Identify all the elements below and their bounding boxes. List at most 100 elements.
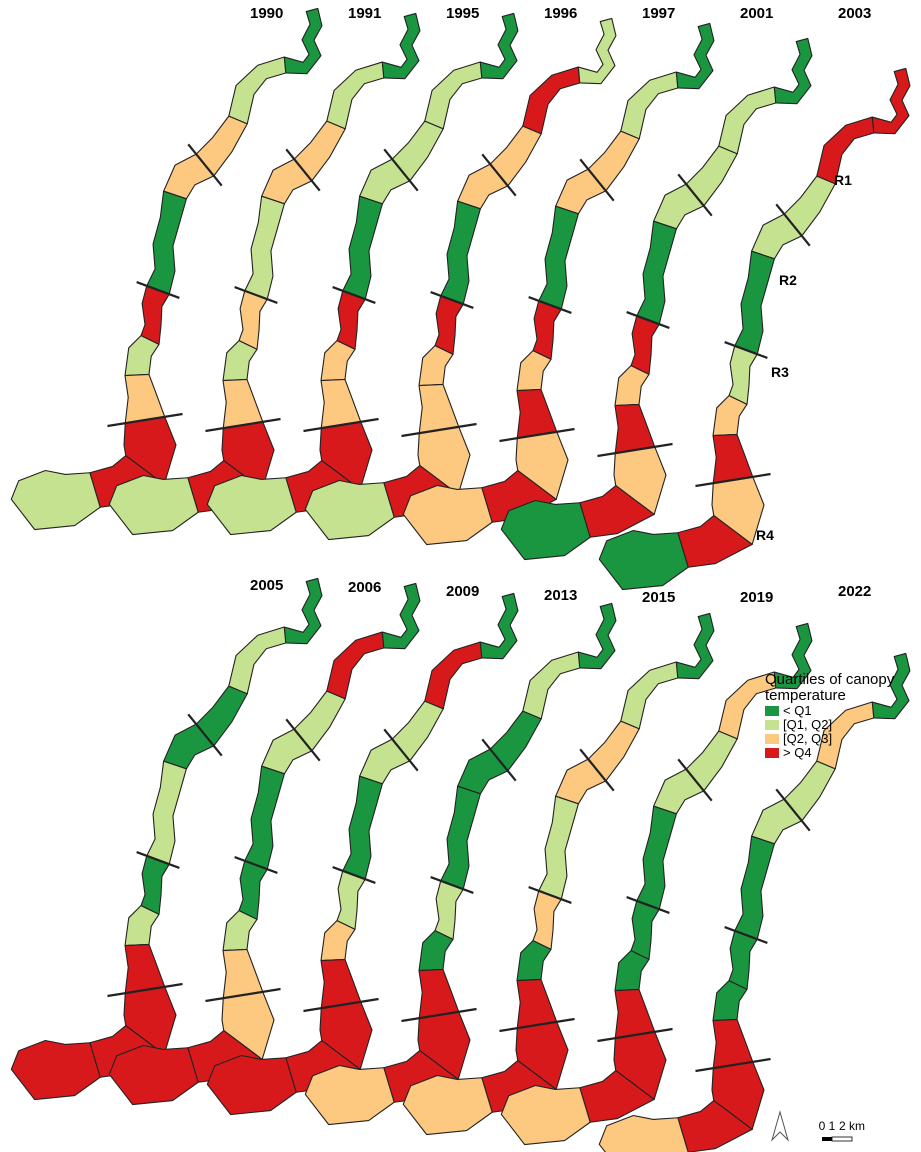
river-segment <box>283 7 323 75</box>
region-divider <box>695 1057 771 1073</box>
region-divider <box>303 997 379 1013</box>
scale-label: 0 <box>819 1119 826 1133</box>
river-segment <box>636 220 677 325</box>
river-segment <box>206 474 297 536</box>
year-label: 1991 <box>348 5 381 22</box>
river-segment <box>440 785 481 890</box>
river-segment <box>555 130 640 215</box>
legend-swatch <box>765 748 779 758</box>
river-segment <box>320 378 362 429</box>
region-divider <box>597 1027 673 1043</box>
river-segment <box>630 900 660 960</box>
scale-bar <box>831 1136 853 1142</box>
river-segment <box>653 145 738 230</box>
river-segment <box>532 300 562 360</box>
river-map <box>598 652 911 1152</box>
region-divider <box>303 417 379 433</box>
region-divider <box>187 713 223 757</box>
year-label: 1996 <box>544 5 577 22</box>
region-divider <box>528 296 572 314</box>
river-segment <box>712 433 754 484</box>
river-segment <box>163 685 248 770</box>
north-arrow <box>770 1110 790 1142</box>
legend-item: < Q1 <box>765 704 921 718</box>
river-segment <box>320 958 362 1009</box>
river-segment <box>146 760 187 865</box>
river-map <box>10 7 323 531</box>
legend-item: [Q2, Q3] <box>765 732 921 746</box>
river-segment <box>336 290 366 350</box>
region-label: R1 <box>834 172 852 188</box>
river-segment <box>434 880 464 940</box>
river-segment <box>336 870 366 930</box>
river-segment <box>712 980 748 1022</box>
region-divider <box>136 281 180 299</box>
river-segment <box>675 612 715 680</box>
river-segment <box>359 120 444 205</box>
river-map <box>500 37 813 561</box>
river-segment <box>532 890 562 950</box>
river-segment <box>636 805 677 910</box>
river-segment <box>718 86 777 155</box>
region-divider <box>332 866 376 884</box>
region-divider <box>499 427 575 443</box>
year-label: 1995 <box>446 5 479 22</box>
year-label: 2006 <box>348 579 381 596</box>
region-divider <box>481 153 517 197</box>
region-divider <box>775 203 811 247</box>
river-segment <box>734 250 775 355</box>
legend-label: < Q1 <box>783 703 812 718</box>
river-segment <box>500 1084 591 1146</box>
river-segment <box>418 930 454 972</box>
river-segment <box>326 631 385 700</box>
river-segment <box>424 641 483 710</box>
region-divider <box>205 417 281 433</box>
river-segment <box>359 700 444 785</box>
river-segment <box>728 930 758 990</box>
region-divider <box>499 1017 575 1033</box>
river-segment <box>598 1114 689 1152</box>
region-divider <box>724 926 768 944</box>
river-segment <box>479 12 519 80</box>
legend-label: > Q4 <box>783 745 812 760</box>
legend-title: Quartiles of canopy temperature <box>765 671 895 704</box>
river-map <box>108 582 421 1106</box>
river-map <box>10 577 323 1101</box>
legend-swatch <box>765 734 779 744</box>
river-segment <box>457 710 542 795</box>
legend-label: [Q2, Q3] <box>783 731 833 746</box>
river-segment <box>238 860 268 920</box>
region-divider <box>107 982 183 998</box>
river-segment <box>146 190 187 295</box>
river-segment <box>418 968 460 1019</box>
river-segment <box>516 388 558 439</box>
scale-label: 2 km <box>839 1119 865 1133</box>
region-divider <box>775 788 811 832</box>
region-divider <box>383 148 419 192</box>
river-segment <box>712 395 748 437</box>
river-segment <box>228 56 287 125</box>
river-map <box>402 22 715 546</box>
river-segment <box>522 651 581 720</box>
river-segment <box>283 577 323 645</box>
river-segment <box>140 285 170 345</box>
river-segment <box>516 350 552 392</box>
river-segment <box>516 940 552 982</box>
region-divider <box>234 286 278 304</box>
river-segment <box>653 730 738 815</box>
river-segment <box>500 499 591 561</box>
region-divider <box>695 472 771 488</box>
river-map <box>206 12 519 536</box>
river-segment <box>304 479 395 541</box>
river-segment <box>614 403 656 454</box>
river-segment <box>728 345 758 405</box>
region-divider <box>136 851 180 869</box>
river-segment <box>434 295 464 355</box>
river-segment <box>342 195 383 300</box>
region-divider <box>187 143 223 187</box>
river-segment <box>522 66 581 135</box>
river-segment <box>440 200 481 305</box>
river-segment <box>712 1018 754 1069</box>
region-label: R4 <box>756 527 774 543</box>
